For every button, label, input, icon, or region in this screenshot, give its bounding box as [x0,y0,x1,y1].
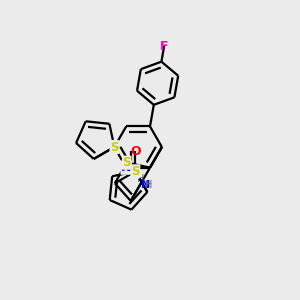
Text: H: H [145,180,152,190]
Text: N: N [121,161,131,174]
Text: S: S [131,165,140,178]
Text: O: O [130,145,141,158]
Text: S: S [110,140,118,154]
Text: F: F [160,40,168,52]
Text: N: N [141,180,150,190]
Text: S: S [122,156,131,169]
Text: H: H [137,174,145,184]
